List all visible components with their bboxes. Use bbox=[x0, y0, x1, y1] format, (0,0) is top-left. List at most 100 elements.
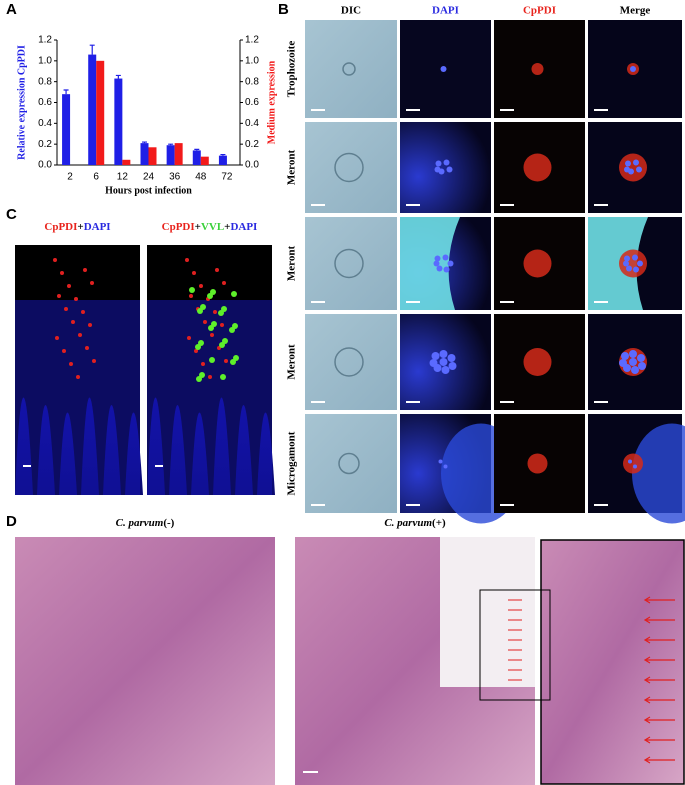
cell bbox=[527, 453, 548, 474]
panel-title: C. parvum(-) bbox=[116, 517, 175, 529]
zoom-box bbox=[479, 589, 551, 701]
title-part: CpPDI bbox=[162, 221, 195, 233]
nucleus bbox=[621, 352, 629, 360]
nucleus bbox=[633, 266, 639, 273]
signal bbox=[74, 297, 78, 301]
row-label: Trophozoite bbox=[286, 41, 298, 98]
bar bbox=[166, 145, 175, 165]
y-tick-label: 1.0 bbox=[38, 55, 52, 66]
y-tick-label: 0.0 bbox=[38, 160, 52, 171]
title-part: CpPDI bbox=[44, 221, 77, 233]
cell bbox=[523, 153, 552, 182]
arrow bbox=[643, 716, 675, 724]
bar bbox=[140, 143, 149, 165]
x-tick-label: 48 bbox=[195, 172, 207, 183]
signal bbox=[213, 310, 217, 314]
background bbox=[440, 537, 535, 687]
signal bbox=[71, 320, 75, 324]
nucleus bbox=[446, 166, 453, 173]
fluorescence-region bbox=[588, 217, 648, 310]
histology bbox=[15, 537, 275, 785]
signal bbox=[199, 284, 203, 288]
y2-axis-label: Medium expression bbox=[266, 60, 277, 144]
nucleus bbox=[443, 159, 450, 166]
nucleus bbox=[630, 66, 636, 72]
panel-label: B bbox=[278, 1, 289, 18]
cell bbox=[338, 452, 360, 475]
panel-label: C bbox=[6, 206, 17, 223]
signal bbox=[185, 258, 189, 262]
nucleus bbox=[448, 362, 457, 370]
x-tick-label: 36 bbox=[169, 172, 181, 183]
nucleus bbox=[434, 255, 441, 262]
signal bbox=[55, 336, 59, 340]
signal bbox=[194, 349, 198, 353]
signal bbox=[85, 346, 89, 350]
signal bbox=[220, 323, 224, 327]
signal bbox=[207, 293, 213, 299]
signal bbox=[69, 362, 73, 366]
cell bbox=[531, 63, 544, 75]
signal bbox=[76, 375, 80, 379]
nucleus bbox=[431, 352, 440, 360]
nucleus bbox=[443, 266, 450, 273]
nucleus bbox=[629, 350, 637, 358]
tissue bbox=[15, 300, 140, 495]
title-part: DAPI bbox=[230, 221, 257, 233]
signal bbox=[203, 320, 207, 324]
nucleus bbox=[624, 166, 630, 173]
micrograph bbox=[400, 122, 491, 213]
title-part: VVL bbox=[201, 221, 224, 233]
micrograph bbox=[305, 20, 397, 118]
nucleus bbox=[624, 255, 630, 262]
signal bbox=[208, 375, 212, 379]
bar bbox=[218, 155, 227, 165]
nucleus bbox=[628, 459, 632, 464]
title-part: C. parvum bbox=[384, 517, 432, 529]
nucleus bbox=[623, 260, 629, 267]
nucleus bbox=[440, 66, 447, 72]
y-tick-label: 1.2 bbox=[38, 35, 52, 46]
bar bbox=[148, 147, 157, 165]
signal bbox=[229, 327, 235, 333]
nucleus bbox=[436, 265, 443, 272]
title-part: (+) bbox=[432, 517, 446, 529]
fluorescence-region bbox=[632, 423, 685, 524]
y2-tick-label: 0.6 bbox=[245, 97, 259, 108]
y2-tick-label: 1.0 bbox=[245, 55, 259, 66]
micrograph bbox=[305, 314, 397, 410]
bar bbox=[174, 143, 183, 165]
title-part: + bbox=[77, 221, 83, 233]
signal bbox=[208, 325, 214, 331]
y2-tick-label: 0.8 bbox=[245, 76, 259, 87]
y-tick-label: 0.2 bbox=[38, 139, 52, 150]
bar bbox=[192, 150, 201, 165]
signal bbox=[53, 258, 57, 262]
x-axis-label: Hours post infection bbox=[105, 185, 192, 196]
y-axis-label: Relative expression CpPDI bbox=[16, 45, 27, 160]
arrow bbox=[643, 696, 675, 704]
row-label: Meront bbox=[286, 246, 298, 282]
cell bbox=[334, 347, 364, 377]
nucleus bbox=[441, 366, 450, 374]
bar bbox=[122, 159, 131, 165]
y-tick-label: 0.8 bbox=[38, 76, 52, 87]
cell bbox=[623, 453, 643, 474]
signal bbox=[219, 342, 225, 348]
nucleus bbox=[629, 358, 637, 366]
signal bbox=[187, 336, 191, 340]
panel-title: CpPDI+DAPI bbox=[44, 221, 110, 233]
inset bbox=[540, 539, 685, 785]
signal bbox=[88, 323, 92, 327]
signal bbox=[220, 374, 226, 380]
arrow bbox=[643, 676, 675, 684]
signal bbox=[189, 287, 195, 293]
error-bar bbox=[220, 153, 226, 156]
cell bbox=[334, 152, 364, 183]
bar bbox=[88, 54, 97, 166]
nucleus bbox=[442, 254, 449, 261]
signal bbox=[81, 310, 85, 314]
bar bbox=[96, 60, 105, 166]
arrow bbox=[643, 616, 675, 624]
signal bbox=[189, 294, 193, 298]
